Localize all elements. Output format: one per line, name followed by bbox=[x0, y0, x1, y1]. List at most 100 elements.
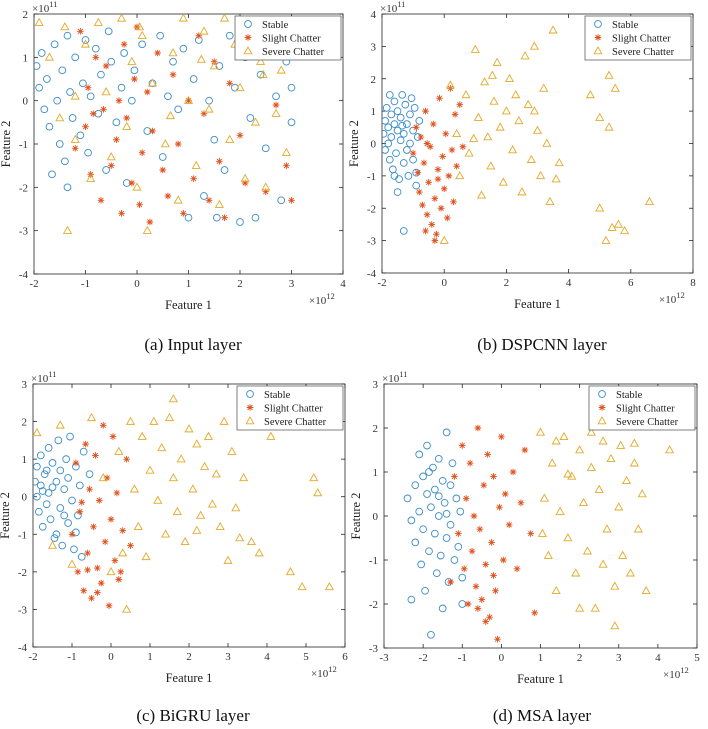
data-point bbox=[482, 618, 490, 625]
data-point bbox=[625, 568, 636, 577]
x-tick-label: 0 bbox=[441, 277, 447, 289]
data-point bbox=[116, 14, 127, 22]
y-tick-label: -1 bbox=[369, 555, 378, 567]
data-point bbox=[236, 218, 244, 226]
data-point bbox=[168, 48, 178, 57]
data-point bbox=[382, 116, 389, 125]
y-axis-label: Feature 2 bbox=[349, 493, 363, 540]
data-point bbox=[586, 427, 596, 436]
data-point bbox=[567, 471, 577, 480]
data-point bbox=[498, 433, 505, 441]
data-point bbox=[536, 170, 546, 180]
data-point bbox=[88, 594, 95, 602]
y-tick-label: -1 bbox=[18, 529, 27, 541]
data-point bbox=[488, 539, 495, 546]
y-exponent-base: ×10 bbox=[32, 3, 50, 15]
data-point bbox=[220, 166, 229, 174]
data-point bbox=[204, 104, 214, 113]
data-point bbox=[539, 493, 549, 502]
data-point bbox=[132, 182, 142, 191]
data-point bbox=[517, 499, 525, 507]
data-point bbox=[415, 450, 424, 459]
data-point bbox=[106, 152, 116, 161]
data-point bbox=[128, 179, 136, 187]
data-point bbox=[109, 433, 117, 440]
data-point bbox=[629, 438, 639, 447]
data-point bbox=[60, 22, 70, 31]
x-exponent-power: 12 bbox=[328, 664, 337, 674]
data-point bbox=[398, 91, 407, 99]
series-slight-chatter bbox=[447, 424, 538, 643]
data-point bbox=[239, 473, 249, 482]
legend-label: Severe Chatter bbox=[262, 47, 325, 58]
data-point bbox=[192, 525, 202, 534]
data-point bbox=[82, 123, 89, 130]
x-exponent-label: ×1012 bbox=[659, 290, 685, 306]
panel-caption: (a) Input layer bbox=[144, 335, 242, 354]
data-point bbox=[250, 117, 261, 126]
data-point bbox=[53, 96, 62, 105]
data-point bbox=[451, 111, 459, 118]
legend-label: Stable bbox=[262, 20, 289, 31]
x-tick-label: -2 bbox=[377, 277, 386, 289]
data-point bbox=[423, 490, 431, 498]
data-point bbox=[554, 158, 564, 167]
y-tick-label: 1 bbox=[22, 454, 28, 466]
data-point bbox=[92, 54, 100, 61]
x-tick-label: 0 bbox=[134, 278, 140, 290]
series-slight-chatter bbox=[68, 422, 134, 609]
data-point bbox=[422, 107, 429, 115]
y-axis-label: Feature 2 bbox=[0, 121, 13, 168]
data-point bbox=[254, 548, 264, 557]
data-point bbox=[610, 581, 620, 590]
data-point bbox=[490, 572, 497, 579]
data-point bbox=[120, 49, 128, 57]
data-point bbox=[474, 605, 482, 612]
data-point bbox=[456, 101, 464, 108]
data-point bbox=[618, 550, 628, 559]
data-point bbox=[442, 428, 451, 437]
data-point bbox=[526, 154, 536, 163]
x-exponent-base: ×10 bbox=[311, 668, 329, 680]
x-tick-label: 1 bbox=[147, 651, 153, 663]
data-point bbox=[415, 507, 424, 516]
data-point bbox=[403, 494, 412, 503]
legend-box bbox=[236, 385, 344, 431]
data-point bbox=[420, 159, 428, 167]
data-point bbox=[272, 101, 280, 109]
data-point bbox=[464, 600, 472, 608]
data-point bbox=[98, 473, 108, 482]
data-point bbox=[34, 507, 43, 516]
data-point bbox=[36, 481, 45, 490]
data-point bbox=[427, 630, 435, 639]
data-point bbox=[385, 155, 394, 164]
data-point bbox=[423, 211, 431, 219]
data-point bbox=[75, 481, 84, 490]
data-point bbox=[547, 458, 557, 467]
y-exponent-base: ×10 bbox=[380, 3, 398, 15]
data-point bbox=[56, 504, 65, 512]
data-point bbox=[133, 521, 143, 531]
legend-label: Stable bbox=[264, 390, 291, 401]
data-point bbox=[84, 148, 92, 157]
legend-marker bbox=[594, 20, 602, 28]
data-point bbox=[473, 112, 483, 121]
data-point bbox=[231, 503, 241, 512]
data-point bbox=[393, 126, 402, 135]
data-point bbox=[172, 506, 182, 515]
y-tick-label: 4 bbox=[371, 9, 377, 21]
data-point bbox=[165, 110, 176, 120]
data-point bbox=[123, 455, 130, 463]
data-point bbox=[33, 427, 42, 437]
legend-marker bbox=[597, 416, 607, 425]
legend: Stable Slight Chatter Severe Chatter bbox=[584, 15, 692, 61]
data-point bbox=[494, 635, 501, 643]
y-tick-label: -3 bbox=[19, 226, 29, 238]
data-point bbox=[219, 416, 229, 425]
data-point bbox=[452, 128, 462, 138]
data-point bbox=[539, 83, 549, 92]
data-point bbox=[484, 451, 491, 458]
